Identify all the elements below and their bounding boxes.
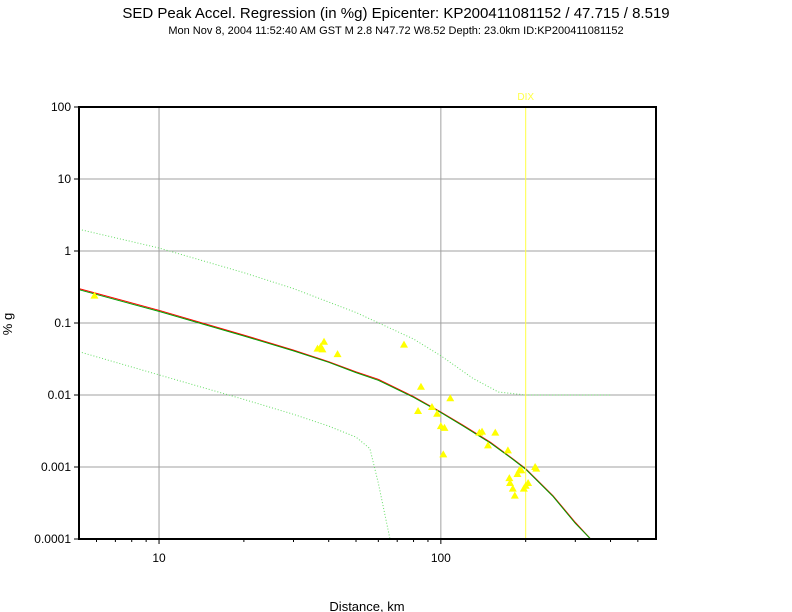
- x-tick-label: 100: [431, 551, 451, 565]
- y-tick-label: 0.01: [48, 388, 72, 402]
- y-tick-label: 0.001: [41, 460, 71, 474]
- y-tick-label: 0.1: [54, 316, 71, 330]
- observation-point: [503, 446, 512, 454]
- observation-point: [478, 427, 487, 435]
- observation-point: [416, 382, 425, 390]
- observation-points: [90, 291, 541, 499]
- observation-point: [333, 350, 342, 358]
- observation-point: [510, 491, 519, 499]
- observation-point: [517, 466, 526, 474]
- station-marker: DIX: [517, 92, 534, 539]
- series-line-4: [78, 351, 391, 540]
- observation-point: [491, 428, 500, 436]
- y-tick-label: 10: [58, 172, 72, 186]
- observation-point: [505, 474, 514, 482]
- observation-point: [524, 478, 533, 486]
- observation-point: [414, 406, 423, 414]
- observation-point: [440, 423, 449, 431]
- chart-subtitle: Mon Nov 8, 2004 11:52:40 AM GST M 2.8 N4…: [168, 25, 624, 37]
- observation-point: [399, 340, 408, 348]
- x-axis-label: Distance, km: [329, 599, 404, 612]
- observation-point: [318, 345, 327, 353]
- observation-point: [532, 464, 541, 472]
- grid-lines: [79, 106, 656, 540]
- series-line-2: [78, 289, 591, 540]
- observation-point: [484, 441, 493, 449]
- series-line-1: [78, 288, 591, 540]
- observation-point: [90, 291, 99, 299]
- observation-point: [506, 478, 515, 486]
- observation-point: [427, 403, 436, 411]
- observation-point: [313, 344, 322, 352]
- axis-ticks: 0.0001 0.001 0.01 0.1 1 10 100 10 100: [34, 100, 639, 565]
- observation-point: [513, 469, 522, 477]
- observation-point: [446, 394, 455, 402]
- y-tick-label: 100: [51, 100, 71, 114]
- observation-point: [508, 484, 517, 492]
- observation-point: [439, 450, 448, 458]
- station-marker-label: DIX: [517, 92, 534, 103]
- chart-title: SED Peak Accel. Regression (in %g) Epice…: [122, 5, 670, 22]
- regression-curves: [78, 228, 611, 540]
- observation-point: [433, 409, 442, 417]
- y-tick-label: 1: [64, 244, 71, 258]
- observation-point: [320, 337, 329, 345]
- x-tick-label: 10: [152, 551, 166, 565]
- y-axis-label: % g: [0, 313, 15, 335]
- y-tick-label: 0.0001: [34, 532, 71, 546]
